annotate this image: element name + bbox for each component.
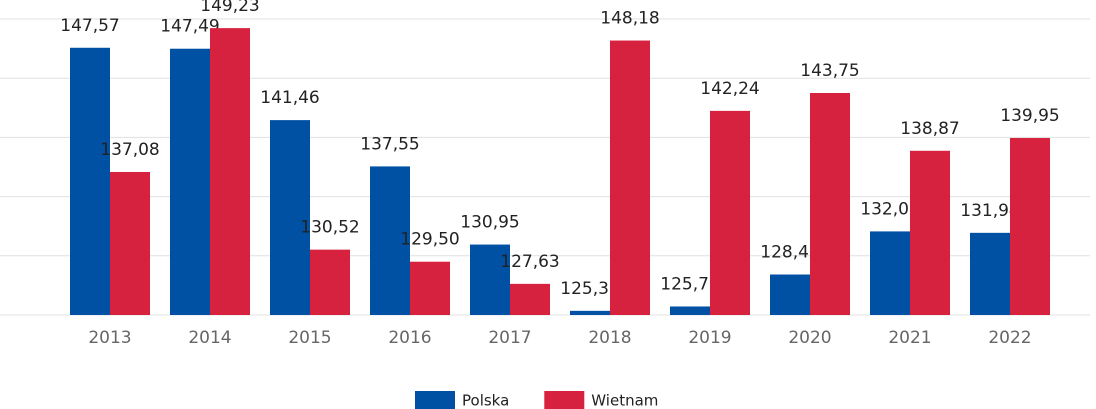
x-tick-label: 2017 (488, 328, 531, 348)
data-label: 131,94 (960, 201, 1019, 221)
data-label: 125,72 (660, 274, 719, 294)
bar (70, 47, 110, 315)
x-tick-label: 2022 (988, 328, 1031, 348)
bar (110, 171, 150, 315)
data-label: 147,49 (160, 17, 219, 37)
bar (170, 48, 210, 316)
bar (770, 274, 810, 315)
bar (370, 166, 410, 315)
bar (410, 261, 450, 315)
x-tick-label: 2014 (188, 328, 231, 348)
legend-swatch (544, 391, 585, 409)
legend-label: Polska (462, 392, 509, 409)
data-label: 137,55 (360, 134, 419, 154)
bar (570, 310, 610, 315)
data-label: 143,75 (800, 61, 859, 81)
bar (270, 120, 310, 315)
x-tick-label: 2018 (588, 328, 631, 348)
bar (1010, 137, 1050, 315)
data-label: 127,63 (500, 252, 559, 272)
data-label: 130,52 (300, 218, 359, 238)
data-label: 141,46 (260, 88, 319, 108)
bar (470, 244, 510, 315)
x-tick-label: 2021 (888, 328, 931, 348)
data-label: 129,50 (400, 230, 459, 250)
data-label: 142,24 (700, 79, 759, 99)
bar (970, 232, 1010, 315)
bar (310, 249, 350, 315)
data-label: 137,08 (100, 140, 159, 160)
bar (870, 231, 910, 315)
data-label: 125,35 (560, 279, 619, 299)
data-label: 128,42 (760, 243, 819, 263)
data-label: 147,57 (60, 16, 119, 36)
legend-swatch (415, 391, 455, 409)
data-label: 138,87 (900, 119, 959, 139)
data-label: 132,06 (860, 199, 919, 219)
bar (910, 150, 950, 315)
x-tick-label: 2015 (288, 328, 331, 348)
x-tick-label: 2016 (388, 328, 431, 348)
data-label: 148,18 (600, 9, 659, 29)
data-label: 139,95 (1000, 106, 1059, 126)
bar (210, 28, 250, 316)
bar (670, 306, 710, 315)
data-label: 130,95 (460, 213, 519, 233)
legend-label: Wietnam (591, 392, 658, 409)
bar (710, 110, 750, 315)
bar (610, 40, 650, 316)
x-tick-label: 2013 (88, 328, 131, 348)
bar (810, 93, 850, 315)
data-label: 149,23 (200, 0, 259, 16)
bar (510, 283, 550, 315)
x-tick-label: 2020 (788, 328, 831, 348)
x-tick-label: 2019 (688, 328, 731, 348)
